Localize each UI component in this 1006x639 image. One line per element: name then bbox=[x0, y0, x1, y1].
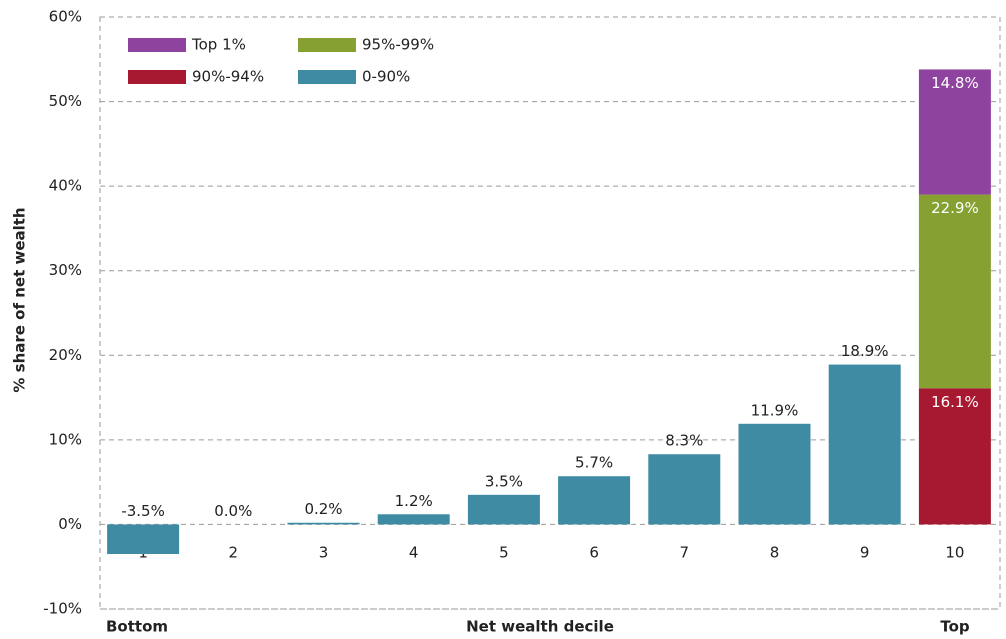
bar bbox=[738, 423, 811, 525]
legend-swatch bbox=[298, 70, 356, 84]
legend-label: 0-90% bbox=[362, 68, 410, 86]
value-label: -3.5% bbox=[121, 502, 165, 520]
bar bbox=[648, 454, 721, 525]
y-tick-label: 20% bbox=[49, 346, 82, 364]
bar bbox=[828, 364, 901, 525]
y-tick-label: -10% bbox=[43, 600, 82, 618]
value-label: 0.2% bbox=[304, 500, 342, 518]
value-label: 22.9% bbox=[931, 199, 979, 217]
annotation: Bottom bbox=[106, 618, 168, 636]
y-tick-label: 50% bbox=[49, 92, 82, 110]
annotation: Top bbox=[940, 618, 970, 636]
x-tick-label: 2 bbox=[229, 544, 239, 562]
bar bbox=[918, 69, 991, 195]
x-tick-label: 7 bbox=[680, 544, 690, 562]
legend-swatch bbox=[298, 38, 356, 52]
y-axis-label: % share of net wealth bbox=[11, 207, 29, 392]
x-tick-label: 8 bbox=[770, 544, 780, 562]
value-label: 14.8% bbox=[931, 74, 979, 92]
value-label: 16.1% bbox=[931, 393, 979, 411]
y-tick-label: 60% bbox=[49, 8, 82, 26]
legend-label: 95%-99% bbox=[362, 36, 434, 54]
value-label: 1.2% bbox=[395, 492, 433, 510]
value-label: 3.5% bbox=[485, 472, 523, 490]
y-tick-label: 40% bbox=[49, 177, 82, 195]
legend-swatch bbox=[128, 70, 186, 84]
y-tick-label: 10% bbox=[49, 430, 82, 448]
bar bbox=[107, 524, 180, 555]
legend-label: Top 1% bbox=[191, 36, 246, 54]
legend-label: 90%-94% bbox=[192, 68, 264, 86]
x-axis-label: Net wealth decile bbox=[466, 618, 614, 636]
x-tick-label: 3 bbox=[319, 544, 329, 562]
value-label: 8.3% bbox=[665, 432, 703, 450]
value-label: 5.7% bbox=[575, 454, 613, 472]
bar bbox=[467, 494, 540, 525]
bar bbox=[918, 194, 991, 389]
y-tick-label: 30% bbox=[49, 261, 82, 279]
y-tick-label: 0% bbox=[58, 515, 82, 533]
x-tick-label: 5 bbox=[499, 544, 509, 562]
legend-swatch bbox=[128, 38, 186, 52]
value-label: 0.0% bbox=[214, 502, 252, 520]
x-tick-label: 10 bbox=[945, 544, 964, 562]
bar bbox=[918, 388, 991, 525]
bar bbox=[287, 522, 360, 525]
bar bbox=[558, 476, 631, 525]
value-label: 11.9% bbox=[751, 401, 799, 419]
bar bbox=[377, 514, 450, 525]
x-tick-label: 6 bbox=[589, 544, 599, 562]
x-tick-label: 4 bbox=[409, 544, 419, 562]
value-label: 18.9% bbox=[841, 342, 889, 360]
x-tick-label: 9 bbox=[860, 544, 870, 562]
